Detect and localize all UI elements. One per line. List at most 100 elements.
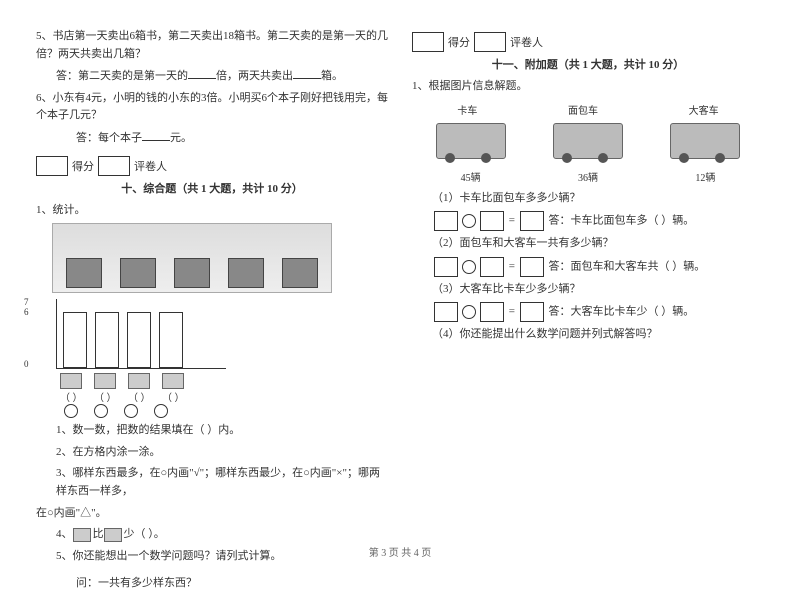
monitor-icon bbox=[120, 258, 156, 288]
right-column: 得分 评卷人 十一、附加题（共 1 大题，共计 10 分） 1、根据图片信息解题… bbox=[412, 24, 764, 565]
item-icon bbox=[94, 373, 116, 389]
paren[interactable]: （ ） bbox=[162, 389, 184, 404]
equals: = bbox=[509, 215, 515, 227]
grader-label: 评卷人 bbox=[510, 34, 543, 50]
p1-ans: 答：卡车比面包车多（ ）辆。 bbox=[548, 215, 694, 227]
q6-ans-suffix: 元。 bbox=[170, 132, 192, 144]
truck-icon bbox=[436, 123, 506, 159]
truck-label: 卡车 bbox=[457, 102, 477, 117]
bar-2 bbox=[95, 312, 119, 368]
operator-circle[interactable] bbox=[462, 305, 476, 319]
p2-eq: = 答：面包车和大客车共（ ）辆。 bbox=[432, 257, 764, 277]
q6-answer: 答：每个本子 元。 bbox=[76, 129, 388, 148]
blank[interactable] bbox=[142, 129, 170, 141]
p1: （1）卡车比面包车多多少辆？ bbox=[432, 190, 764, 208]
score-cell[interactable] bbox=[412, 32, 444, 52]
vehicle-counts: 45辆 36辆 12辆 bbox=[412, 169, 764, 184]
vehicle-images bbox=[412, 123, 764, 163]
score-label: 得分 bbox=[448, 34, 470, 50]
section-11-title: 十一、附加题（共 1 大题，共计 10 分） bbox=[412, 56, 764, 72]
section-10-title: 十、综合题（共 1 大题，共计 10 分） bbox=[36, 180, 388, 196]
bus-label: 大客车 bbox=[689, 102, 719, 117]
p3-eq: = 答：大客车比卡车少（ ）辆。 bbox=[432, 302, 764, 322]
count-parens: （ ） （ ） （ ） （ ） bbox=[60, 389, 388, 404]
q5-answer: 答：第二天卖的是第一天的 倍，两天共卖出 箱。 bbox=[56, 67, 388, 86]
paren[interactable]: （ ） bbox=[128, 389, 150, 404]
result-box[interactable] bbox=[520, 257, 544, 277]
result-box[interactable] bbox=[520, 211, 544, 231]
compare-icon-a bbox=[73, 528, 91, 542]
score-box-11: 得分 评卷人 bbox=[412, 32, 764, 52]
choice-circle[interactable] bbox=[64, 404, 78, 418]
van-count: 36辆 bbox=[578, 169, 598, 184]
paren[interactable]: （ ） bbox=[94, 389, 116, 404]
score-cell[interactable] bbox=[36, 156, 68, 176]
s4c: 少（ ）。 bbox=[124, 528, 165, 540]
sub-q3a: 3、哪样东西最多，在○内画"√"；哪样东西最少，在○内画"×"；哪两样东西一样多… bbox=[56, 465, 388, 500]
grader-cell[interactable] bbox=[474, 32, 506, 52]
monitor-icon bbox=[174, 258, 210, 288]
left-column: 5、书店第一天卖出6箱书，第二天卖出18箱书。第二天卖的是第一天的几倍？两天共卖… bbox=[36, 24, 388, 565]
operator-circle[interactable] bbox=[462, 260, 476, 274]
category-icons bbox=[60, 373, 388, 389]
item-icon bbox=[60, 373, 82, 389]
sub-q2: 2、在方格内涂一涂。 bbox=[56, 444, 388, 462]
bar-1 bbox=[63, 312, 87, 368]
sub-q4: 4、比少（ ）。 bbox=[56, 526, 388, 544]
monitor-icon bbox=[282, 258, 318, 288]
equals: = bbox=[509, 260, 515, 272]
sec10-q1: 1、统计。 bbox=[36, 202, 388, 220]
bar-4 bbox=[159, 312, 183, 368]
bus-count: 12辆 bbox=[695, 169, 715, 184]
y-tick-7: 7 bbox=[24, 297, 29, 307]
choice-circle[interactable] bbox=[94, 404, 108, 418]
operand-box[interactable] bbox=[434, 211, 458, 231]
p3-ans: 答：大客车比卡车少（ ）辆。 bbox=[548, 306, 694, 318]
p1-eq: = 答：卡车比面包车多（ ）辆。 bbox=[432, 211, 764, 231]
grader-cell[interactable] bbox=[98, 156, 130, 176]
operand-box[interactable] bbox=[480, 257, 504, 277]
compare-icon-b bbox=[104, 528, 122, 542]
blank[interactable] bbox=[188, 67, 216, 79]
bar-3 bbox=[127, 312, 151, 368]
choice-circle[interactable] bbox=[154, 404, 168, 418]
q5-ans-prefix: 答：第二天卖的是第一天的 bbox=[56, 70, 188, 82]
paren[interactable]: （ ） bbox=[60, 389, 82, 404]
page-footer: 第 3 页 共 4 页 bbox=[0, 544, 800, 559]
result-box[interactable] bbox=[520, 302, 544, 322]
score-box-10: 得分 评卷人 bbox=[36, 156, 388, 176]
p2: （2）面包车和大客车一共有多少辆？ bbox=[432, 235, 764, 253]
q5-text: 5、书店第一天卖出6箱书，第二天卖出18箱书。第二天卖的是第一天的几倍？两天共卖… bbox=[36, 28, 388, 63]
sub-q5-question: 问：一共有多少样东西？ bbox=[76, 575, 388, 593]
sub-q3b: 在○内画"△"。 bbox=[36, 505, 388, 523]
q6-ans-prefix: 答：每个本子 bbox=[76, 132, 142, 144]
q6-text: 6、小东有4元，小明的钱的小东的3倍。小明买6个本子刚好把钱用完，每个本子几元？ bbox=[36, 90, 388, 125]
p3: （3）大客车比卡车少多少辆？ bbox=[432, 281, 764, 299]
van-label: 面包车 bbox=[568, 102, 598, 117]
bar-chart bbox=[56, 299, 226, 369]
score-label: 得分 bbox=[72, 158, 94, 174]
choice-circle[interactable] bbox=[124, 404, 138, 418]
q5-ans-suffix: 箱。 bbox=[321, 70, 343, 82]
equals: = bbox=[509, 306, 515, 318]
van-icon bbox=[553, 123, 623, 159]
operand-box[interactable] bbox=[480, 211, 504, 231]
monitor-icon bbox=[228, 258, 264, 288]
p4: （4）你还能提出什么数学问题并列式解答吗？ bbox=[432, 326, 764, 344]
operand-box[interactable] bbox=[480, 302, 504, 322]
p2-ans: 答：面包车和大客车共（ ）辆。 bbox=[548, 260, 705, 272]
blank[interactable] bbox=[293, 67, 321, 79]
vehicle-labels: 卡车 面包车 大客车 bbox=[412, 102, 764, 117]
operand-box[interactable] bbox=[434, 302, 458, 322]
sec11-q1: 1、根据图片信息解题。 bbox=[412, 78, 764, 96]
monitor-icon bbox=[66, 258, 102, 288]
sub-q1: 1、数一数，把数的结果填在（ ）内。 bbox=[56, 422, 388, 440]
item-icon bbox=[128, 373, 150, 389]
operand-box[interactable] bbox=[434, 257, 458, 277]
circle-row bbox=[60, 404, 388, 418]
q5-ans-mid: 倍，两天共卖出 bbox=[216, 70, 293, 82]
bus-icon bbox=[670, 123, 740, 159]
s4b: 比 bbox=[93, 528, 104, 540]
operator-circle[interactable] bbox=[462, 214, 476, 228]
item-icon bbox=[162, 373, 184, 389]
